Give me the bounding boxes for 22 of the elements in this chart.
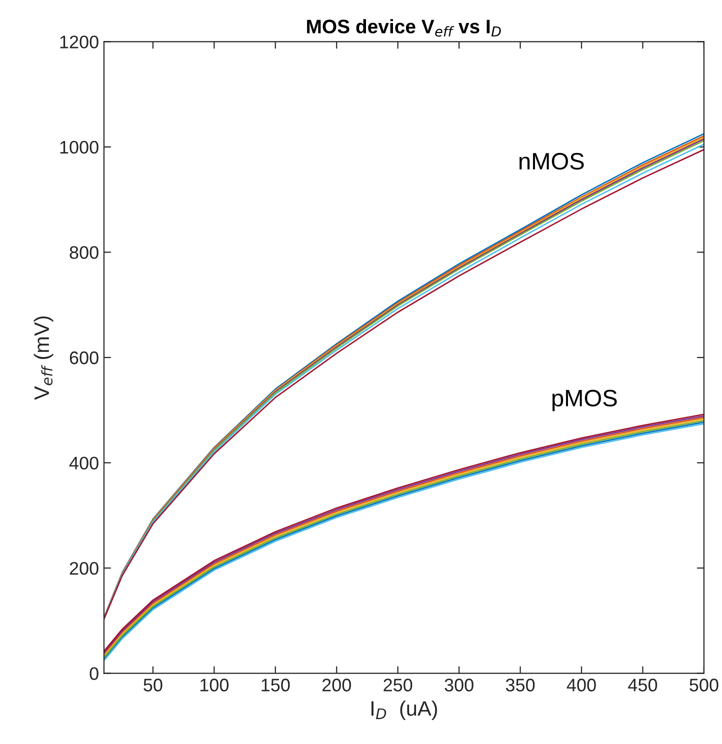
y-tick-label: 0 (90, 667, 98, 680)
y-tick-label: 800 (70, 246, 98, 259)
x-tick-label: 350 (506, 678, 535, 692)
x-tick-label: 300 (444, 678, 474, 692)
y-tick-label: 400 (69, 456, 98, 470)
x-tick-label: 100 (200, 678, 229, 692)
chart-title: MOS device V$_{eff}$ vs I$_{D}$ (307, 19, 501, 37)
x-tick-label: 50 (144, 678, 162, 692)
x-tick-label: 500 (690, 678, 718, 692)
y-tick-label: 600 (70, 351, 98, 364)
x-tick-label: 400 (566, 678, 596, 692)
y-axis-title: V$_{eff}$ (mV) (34, 316, 54, 400)
annotation: pMOS (552, 390, 617, 412)
x-tick-label: 250 (384, 678, 412, 692)
y-tick-label: 200 (70, 562, 98, 575)
x-tick-label: 450 (628, 678, 658, 692)
x-tick-label: 150 (262, 678, 290, 692)
x-axis-title: I$_{D}$ (uA) (372, 700, 438, 720)
x-tick-label: 200 (322, 678, 351, 692)
annotation: nMOS (520, 152, 584, 170)
y-tick-label: 1000 (60, 140, 98, 154)
y-tick-label: 1200 (60, 36, 98, 48)
